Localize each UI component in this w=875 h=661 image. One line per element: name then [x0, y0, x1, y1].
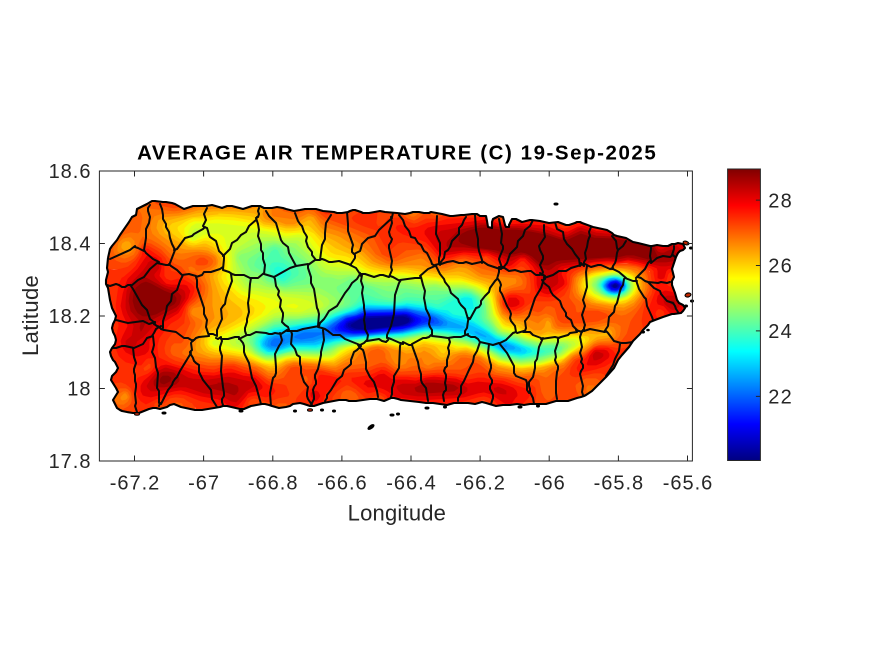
svg-text:18.2: 18.2 [49, 306, 92, 328]
svg-text:Longitude: Longitude [348, 501, 446, 526]
svg-text:Latitude: Latitude [18, 275, 43, 356]
svg-text:22: 22 [768, 387, 793, 409]
svg-text:-66.4: -66.4 [386, 473, 437, 495]
svg-text:24: 24 [768, 321, 793, 343]
svg-text:28: 28 [768, 190, 793, 212]
svg-text:18.4: 18.4 [49, 234, 92, 256]
svg-text:-67.2: -67.2 [110, 473, 161, 495]
svg-text:-67: -67 [188, 473, 220, 495]
svg-text:-65.6: -65.6 [663, 473, 714, 495]
svg-text:26: 26 [768, 256, 793, 278]
svg-text:-66.8: -66.8 [248, 473, 299, 495]
svg-text:17.8: 17.8 [49, 451, 92, 473]
svg-text:-65.8: -65.8 [594, 473, 645, 495]
svg-text:AVERAGE AIR TEMPERATURE (C) 19: AVERAGE AIR TEMPERATURE (C) 19-Sep-2025 [137, 142, 657, 165]
svg-text:18.6: 18.6 [49, 161, 92, 183]
svg-text:-66.2: -66.2 [455, 473, 506, 495]
svg-text:-66.6: -66.6 [317, 473, 368, 495]
svg-text:18: 18 [67, 379, 91, 401]
svg-text:-66: -66 [534, 473, 566, 495]
